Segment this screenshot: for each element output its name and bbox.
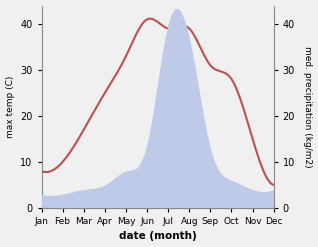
X-axis label: date (month): date (month) xyxy=(119,231,197,242)
Y-axis label: max temp (C): max temp (C) xyxy=(5,76,15,138)
Y-axis label: med. precipitation (kg/m2): med. precipitation (kg/m2) xyxy=(303,46,313,167)
